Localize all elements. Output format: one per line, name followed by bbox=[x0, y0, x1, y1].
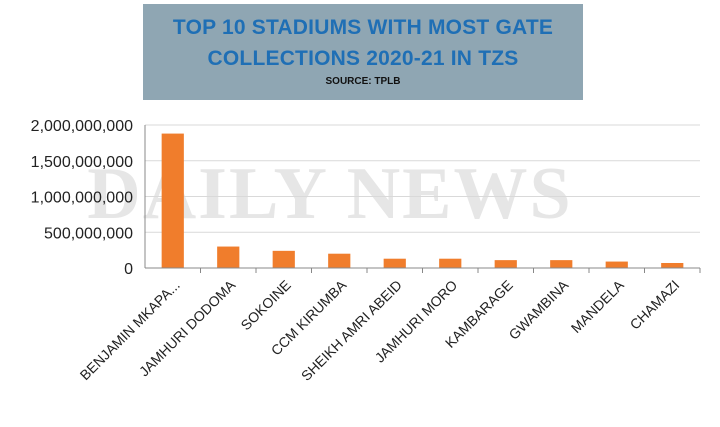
bar bbox=[494, 260, 517, 268]
chart-source: SOURCE: TPLB bbox=[325, 76, 401, 87]
chart-title-line-2: COLLECTIONS 2020-21 IN TZS bbox=[207, 47, 519, 70]
bar bbox=[605, 261, 628, 268]
x-tick-label: SHEIKH AMRI ABEID bbox=[298, 277, 405, 384]
bar bbox=[550, 260, 573, 268]
axes bbox=[144, 125, 701, 273]
watermark-text: DAILY NEWS bbox=[87, 153, 572, 235]
x-tick-label: JAMHURI DODOMA bbox=[136, 276, 239, 379]
y-tick-label: 1,000,000,000 bbox=[31, 190, 133, 207]
y-tick-label: 0 bbox=[124, 261, 133, 278]
bar bbox=[217, 246, 240, 268]
y-tick-label: 1,500,000,000 bbox=[31, 154, 133, 171]
bar bbox=[383, 258, 406, 268]
y-tick-label: 500,000,000 bbox=[44, 225, 133, 242]
x-tick-label: SOKOINE bbox=[237, 277, 293, 333]
chart-title-box: TOP 10 STADIUMS WITH MOST GATE COLLECTIO… bbox=[143, 4, 583, 100]
y-tick-label: 2,000,000,000 bbox=[31, 118, 133, 135]
bar bbox=[661, 262, 684, 268]
x-tick-label: CHAMAZI bbox=[627, 277, 683, 333]
bar bbox=[161, 133, 184, 268]
chart-title-line-1: TOP 10 STADIUMS WITH MOST GATE bbox=[172, 16, 554, 39]
gridlines bbox=[145, 124, 700, 233]
bar bbox=[439, 258, 462, 268]
y-tick-labels: 0 500,000,000 1,000,000,000 1,500,000,000 2,… bbox=[31, 118, 133, 278]
bars bbox=[161, 133, 684, 268]
bar bbox=[328, 253, 351, 268]
x-tick-label: GWAMBINA bbox=[505, 276, 571, 342]
x-tick-labels: BENJAMIN MKAPA...JAMHURI DODOMA SOKOINECC… bbox=[77, 276, 683, 384]
x-tick-label: BENJAMIN MKAPA... bbox=[77, 277, 183, 383]
x-tick-label: MANDELA bbox=[568, 276, 628, 336]
bar bbox=[272, 250, 295, 268]
